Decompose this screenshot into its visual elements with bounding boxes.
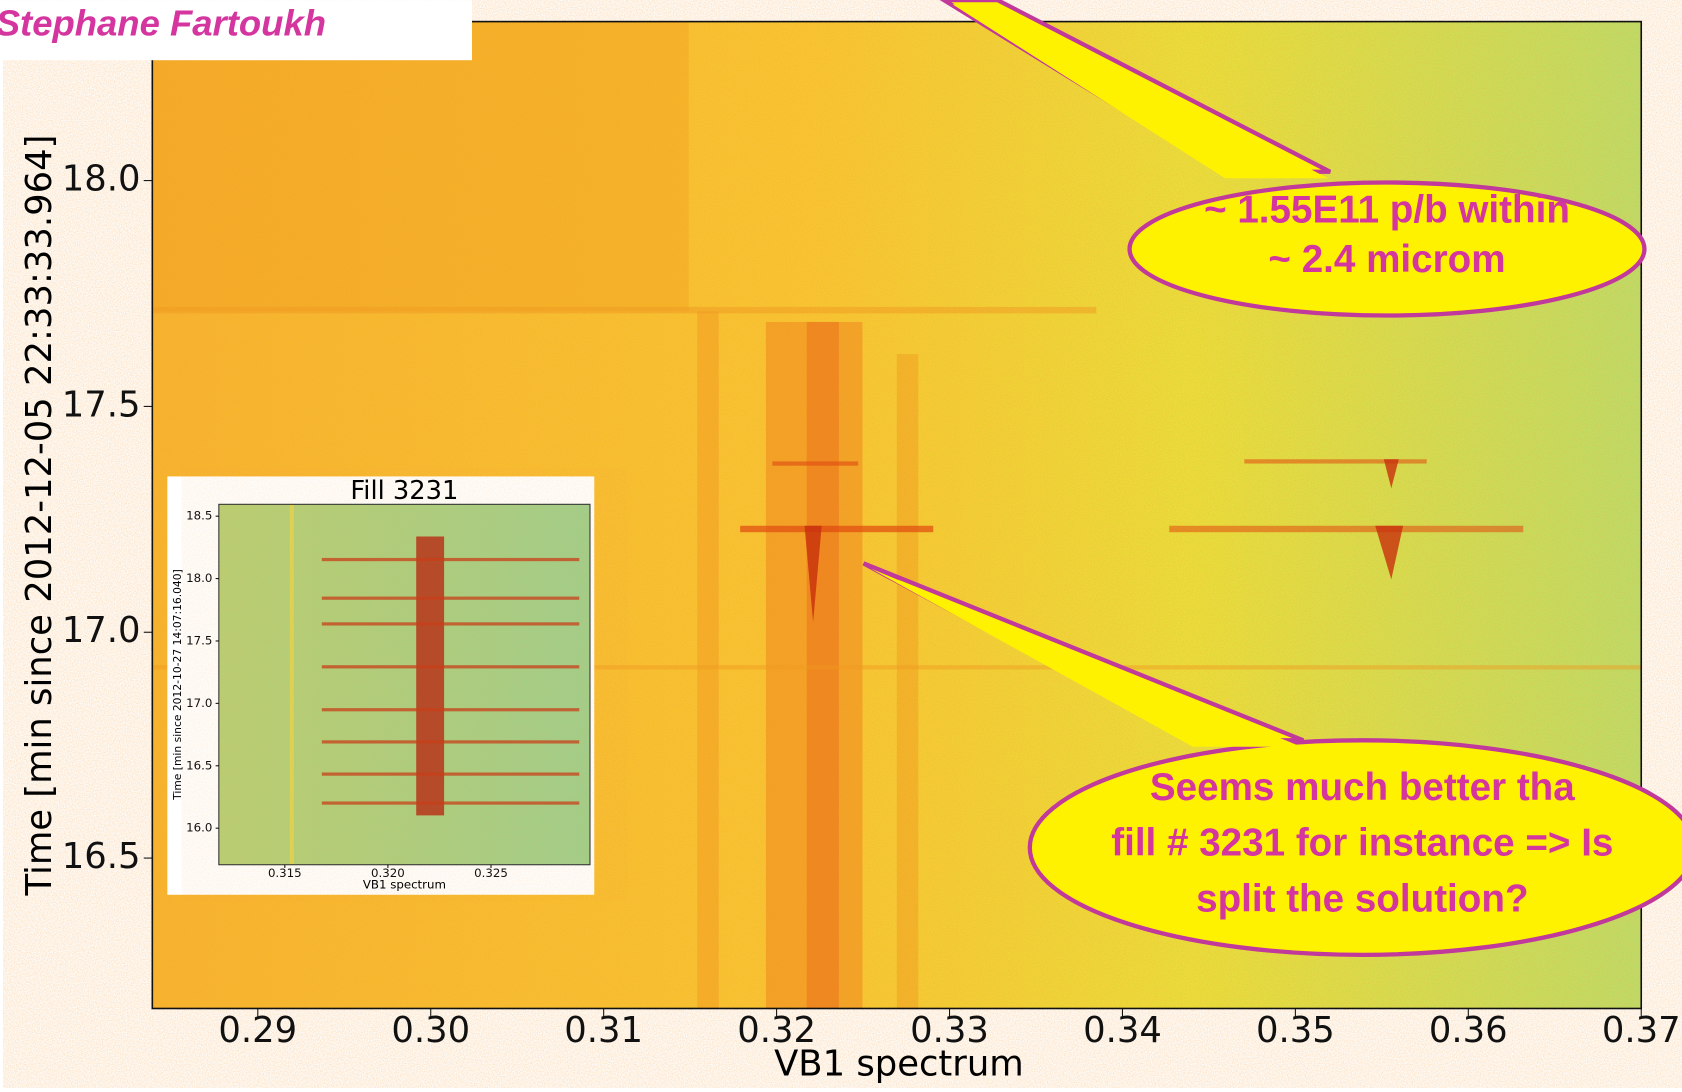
callout-text: fill # 3231 for instance => Is <box>1111 822 1613 865</box>
x-tick-label: 0.315 <box>268 866 302 880</box>
x-tick-label: 0.31 <box>564 1010 643 1051</box>
y-tick-label: 17.5 <box>186 633 212 647</box>
y-tick-label: 17.0 <box>62 610 141 651</box>
callout-1: ~ 1.55E11 p/b within ~ 2.4 microm <box>939 0 1647 318</box>
x-tick-label: 0.32 <box>737 1010 816 1051</box>
x-tick-label: 0.37 <box>1602 1010 1681 1051</box>
inset: 0.315 0.320 0.32516.016.517.017.518.018.5 … <box>167 476 595 895</box>
plot-frame <box>151 20 1643 1010</box>
y-tick-label: 17.0 <box>186 696 212 710</box>
callout-text: Seems much better tha <box>1150 766 1575 809</box>
author-box <box>0 0 472 61</box>
inset-x-label: VB1 spectrum <box>363 878 446 892</box>
callout-text: ~ 1.55E11 p/b within <box>1204 189 1570 232</box>
y-axis-label: Time [min since 2012-12-05 22:33:33.964] <box>19 135 60 897</box>
inset-title: Fill 3231 <box>350 476 458 506</box>
x-tick-label: 0.325 <box>474 866 508 880</box>
x-tick-label: 0.320 <box>371 866 405 880</box>
callout-2: Seems much better tha fill # 3231 for ins… <box>862 561 1682 957</box>
y-tick-label: 16.0 <box>186 821 212 835</box>
y-tick-label: 17.5 <box>62 384 141 425</box>
y-tick-label: 16.5 <box>62 836 141 877</box>
y-tick-label: 18.5 <box>186 509 212 523</box>
inset-y-label: Time [min since 2012-10-27 14:07:16.040] <box>171 569 184 801</box>
x-axis-label: VB1 spectrum <box>774 1043 1024 1084</box>
callout-text: split the solution? <box>1196 877 1528 920</box>
x-tick-label: 0.33 <box>910 1010 989 1051</box>
author: Stephane Fartoukh <box>0 3 326 44</box>
x-tick-label: 0.35 <box>1256 1010 1335 1051</box>
y-tick-label: 18.0 <box>62 159 141 200</box>
x-tick-label: 0.30 <box>391 1010 470 1051</box>
y-tick-label: 16.5 <box>186 758 212 772</box>
x-tick-label: 0.34 <box>1083 1010 1162 1051</box>
callout-text: ~ 2.4 microm <box>1268 238 1505 281</box>
x-tick-label: 0.36 <box>1429 1010 1508 1051</box>
x-tick-label: 0.29 <box>218 1010 297 1051</box>
y-tick-label: 18.0 <box>186 571 212 585</box>
